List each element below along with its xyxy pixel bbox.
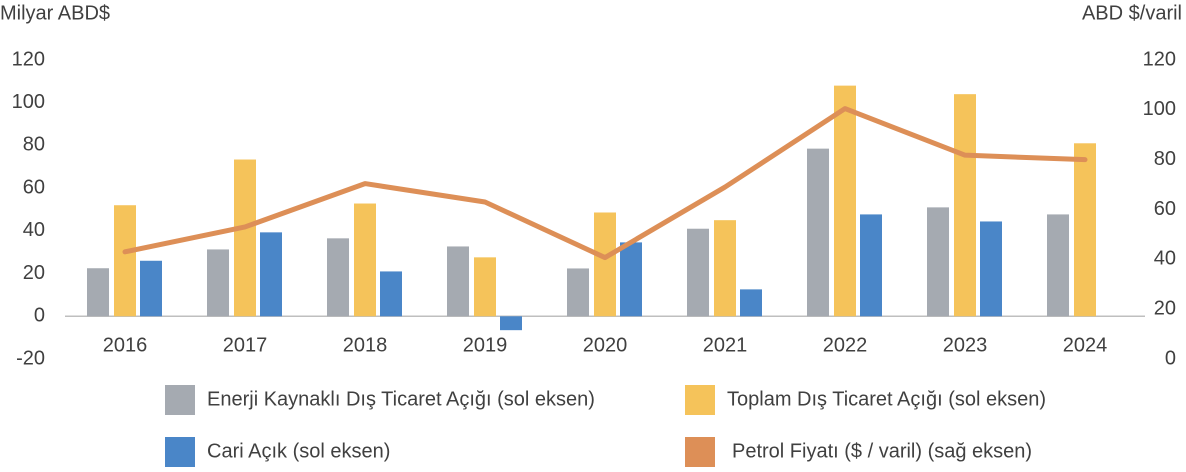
bar [620, 242, 642, 317]
bar [140, 260, 162, 317]
y2-tick-label: 60 [1154, 198, 1176, 220]
bar [954, 94, 976, 317]
legend-label: Petrol Fiyatı ($ / varil) (sağ eksen) [732, 440, 1032, 462]
bar [740, 289, 762, 317]
bar [1047, 214, 1069, 317]
y-axis-label: Milyar ABD$ [0, 2, 110, 24]
x-tick-label: 2020 [583, 334, 628, 356]
bar [234, 159, 256, 317]
bar [207, 249, 229, 317]
bar [714, 220, 736, 317]
y-tick-label: 120 [12, 48, 45, 70]
legend-label: Cari Açık (sol eksen) [207, 440, 390, 462]
y2-tick-label: 20 [1154, 297, 1176, 319]
bar [687, 228, 709, 317]
x-tick-label: 2024 [1063, 334, 1108, 356]
line [122, 106, 1088, 261]
legend-swatch [165, 437, 195, 467]
legend-label: Enerji Kaynaklı Dış Ticaret Açığı (sol e… [207, 388, 595, 410]
bar [807, 148, 829, 317]
y-tick-label: -20 [16, 347, 45, 369]
bar [594, 212, 616, 317]
y2-tick-label: 40 [1154, 248, 1176, 270]
y-tick-label: 20 [23, 262, 45, 284]
y2-tick-label: 0 [1165, 347, 1176, 369]
bar [834, 85, 856, 317]
bar [927, 207, 949, 317]
x-tick-label: 2018 [343, 334, 388, 356]
bar [260, 232, 282, 317]
x-tick-label: 2017 [223, 334, 268, 356]
x-tick-label: 2021 [703, 334, 748, 356]
x-tick-label: 2019 [463, 334, 508, 356]
bar [447, 246, 469, 317]
legend-label: Toplam Dış Ticaret Açığı (sol eksen) [727, 388, 1046, 410]
bar [114, 205, 136, 317]
bar [380, 271, 402, 317]
x-tick-label: 2023 [943, 334, 988, 356]
y-tick-label: 40 [23, 219, 45, 241]
legend-swatch [685, 385, 715, 415]
y2-tick-label: 120 [1143, 48, 1176, 70]
bar [474, 257, 496, 317]
legend-swatch [685, 437, 715, 467]
bar [980, 221, 1002, 317]
y2-tick-label: 100 [1143, 98, 1176, 120]
bar [1074, 143, 1096, 317]
y2-tick-label: 80 [1154, 148, 1176, 170]
bar [354, 203, 376, 317]
x-tick-label: 2016 [103, 334, 148, 356]
x-tick-label: 2022 [823, 334, 868, 356]
y2-axis-label: ABD $/varil [1082, 2, 1182, 24]
bar [500, 316, 522, 331]
y-tick-label: 80 [23, 134, 45, 156]
y-tick-label: 0 [34, 305, 45, 327]
y-tick-label: 60 [23, 176, 45, 198]
bar [87, 268, 109, 317]
bar [860, 214, 882, 317]
legend-swatch [165, 385, 195, 415]
bar [327, 238, 349, 317]
y-tick-label: 100 [12, 91, 45, 113]
bar [567, 268, 589, 317]
